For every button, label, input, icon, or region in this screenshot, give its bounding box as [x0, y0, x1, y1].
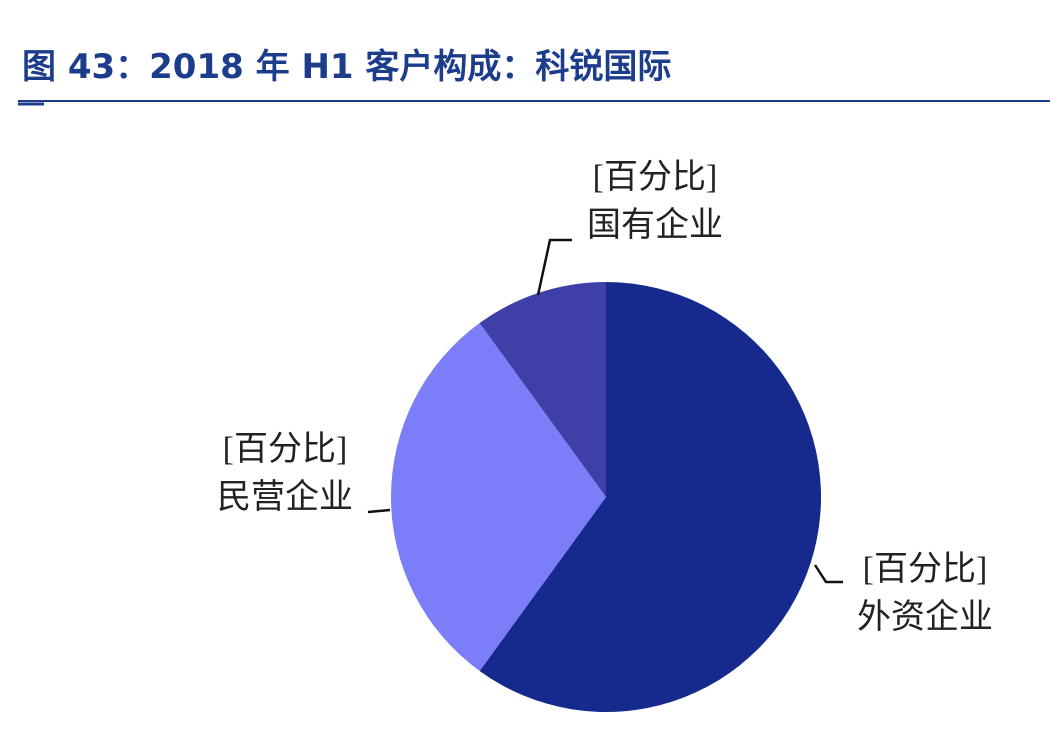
pie-slice [479, 282, 822, 713]
pie-slice [479, 282, 606, 497]
leader-line [536, 238, 572, 296]
pie-slice [390, 323, 606, 671]
data-label: [百分比] [863, 551, 988, 588]
category-label: 外资企业 [857, 598, 993, 636]
category-label: 民营企业 [217, 478, 353, 516]
data-label: [百分比] [223, 431, 348, 468]
chart-title: 图 43：2018 年 H1 客户构成：科锐国际 [22, 47, 671, 87]
leader-line [813, 564, 843, 584]
leader-line [367, 508, 391, 514]
data-label: [百分比] [593, 159, 718, 196]
category-label: 国有企业 [587, 206, 723, 244]
